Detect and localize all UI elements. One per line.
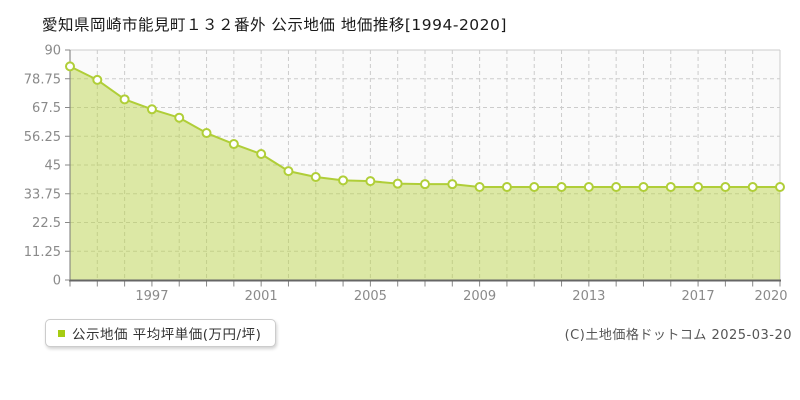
- data-point-marker: [174, 112, 185, 123]
- copyright-text: (C)土地価格ドットコム 2025-03-20: [564, 328, 792, 343]
- data-point-marker: [201, 128, 212, 139]
- data-point-marker: [338, 175, 349, 186]
- y-axis-label: 67.5: [32, 101, 61, 116]
- legend-label: 公示地価 平均坪単価(万円/坪): [72, 327, 262, 343]
- data-point-marker: [720, 181, 731, 192]
- data-point-marker: [529, 181, 540, 192]
- data-point-marker: [638, 181, 649, 192]
- data-point-marker: [447, 179, 458, 190]
- data-point-marker: [775, 181, 785, 192]
- x-axis-label: 2001: [245, 289, 278, 304]
- data-point-marker: [747, 181, 758, 192]
- x-axis-label: 2013: [572, 289, 605, 304]
- data-point-marker: [119, 94, 130, 105]
- data-point-marker: [283, 166, 294, 177]
- data-point-marker: [228, 139, 239, 150]
- data-point-marker: [501, 181, 512, 192]
- x-axis-label: 2005: [354, 289, 387, 304]
- y-axis-label: 45: [44, 159, 61, 174]
- y-axis-label: 33.75: [24, 187, 61, 202]
- x-axis-label: 1997: [135, 289, 168, 304]
- y-axis-label: 90: [44, 44, 61, 59]
- data-point-marker: [665, 181, 676, 192]
- x-axis-label: 2009: [463, 289, 496, 304]
- data-point-marker: [474, 181, 485, 192]
- price-trend-area-chart: 0 11.25 22.5 33.75 45 56.25 67.5 78.75 90 1997 200…: [24, 44, 788, 305]
- data-point-marker: [583, 181, 594, 192]
- data-point-marker: [693, 181, 704, 192]
- y-axis-label: 78.75: [24, 72, 61, 87]
- data-point-marker: [146, 104, 157, 115]
- y-axis-label: 11.25: [24, 245, 61, 260]
- y-axis-label: 0: [53, 274, 61, 289]
- chart-title: 愛知県岡崎市能見町１３２番外 公示地価 地価推移[1994-2020]: [42, 16, 507, 34]
- legend: 公示地価 平均坪単価(万円/坪): [45, 319, 277, 347]
- data-point-marker: [92, 74, 103, 85]
- data-point-marker: [256, 149, 267, 160]
- data-point-marker: [310, 172, 321, 183]
- x-axis-label: 2017: [682, 289, 715, 304]
- data-point-marker: [420, 179, 430, 190]
- price-area: [70, 66, 780, 280]
- data-point-marker: [392, 178, 403, 189]
- x-axis-label: 2020: [754, 289, 787, 304]
- data-point-marker: [65, 61, 75, 72]
- y-axis-label: 22.5: [32, 216, 61, 231]
- y-axis-label: 56.25: [24, 130, 61, 145]
- data-point-marker: [365, 176, 376, 187]
- data-point-marker: [611, 181, 622, 192]
- legend-swatch-icon: [58, 329, 65, 337]
- data-point-marker: [556, 181, 567, 192]
